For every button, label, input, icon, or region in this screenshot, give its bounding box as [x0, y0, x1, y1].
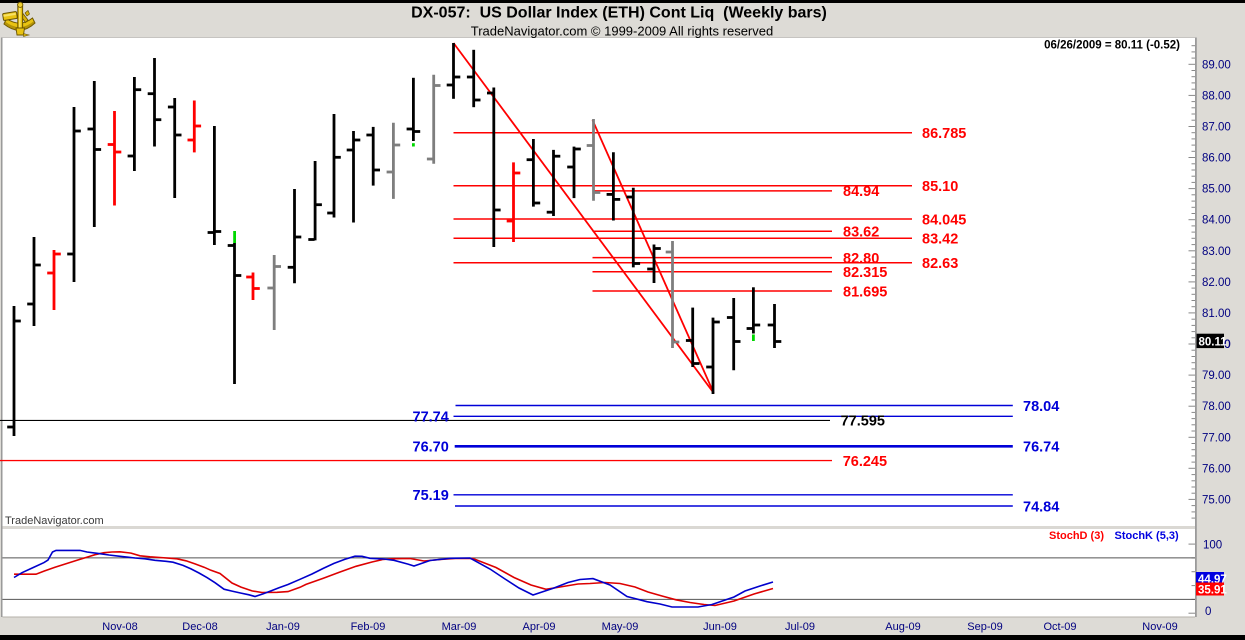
- svg-text:TradeNavigator.com © 1999-2009: TradeNavigator.com © 1999-2009 All right…: [471, 24, 773, 39]
- svg-text:86.785: 86.785: [922, 126, 966, 142]
- svg-text:Feb-09: Feb-09: [351, 621, 386, 633]
- svg-text:Aug-09: Aug-09: [885, 621, 920, 633]
- svg-text:Jan-09: Jan-09: [266, 621, 300, 633]
- svg-text:83.62: 83.62: [843, 225, 879, 241]
- svg-text:84.94: 84.94: [843, 184, 879, 200]
- svg-text:06/26/2009 = 80.11 (-0.52): 06/26/2009 = 80.11 (-0.52): [1044, 39, 1180, 51]
- svg-text:82.00: 82.00: [1202, 277, 1231, 289]
- svg-text:80.11: 80.11: [1199, 337, 1228, 349]
- svg-text:35.91: 35.91: [1198, 585, 1227, 597]
- svg-text:86.00: 86.00: [1202, 153, 1231, 165]
- svg-text:DX-057: US Dollar Index (ETH): DX-057: US Dollar Index (ETH) Cont Liq (…: [411, 5, 827, 22]
- svg-text:82.63: 82.63: [922, 256, 958, 272]
- svg-text:85.10: 85.10: [922, 179, 958, 195]
- svg-text:77.74: 77.74: [413, 410, 449, 426]
- svg-text:77.595: 77.595: [841, 414, 885, 430]
- svg-text:76.74: 76.74: [1023, 440, 1059, 456]
- svg-text:84.00: 84.00: [1202, 215, 1231, 227]
- svg-text:StochK (5,3): StochK (5,3): [1115, 530, 1180, 542]
- svg-text:Nov-08: Nov-08: [102, 621, 137, 633]
- svg-text:87.00: 87.00: [1202, 122, 1231, 134]
- svg-text:76.00: 76.00: [1202, 463, 1231, 475]
- svg-text:TradeNavigator.com: TradeNavigator.com: [5, 515, 104, 527]
- svg-text:Oct-09: Oct-09: [1043, 621, 1076, 633]
- svg-text:81.695: 81.695: [843, 284, 887, 300]
- svg-text:Sep-09: Sep-09: [967, 621, 1002, 633]
- svg-text:83.42: 83.42: [922, 232, 958, 248]
- svg-text:0: 0: [1224, 339, 1230, 351]
- svg-text:Dec-08: Dec-08: [182, 621, 217, 633]
- svg-text:0: 0: [1205, 606, 1211, 618]
- svg-text:76.245: 76.245: [843, 454, 887, 470]
- svg-text:100: 100: [1203, 540, 1222, 552]
- svg-text:76.70: 76.70: [413, 440, 449, 456]
- svg-text:StochD (3): StochD (3): [1049, 530, 1104, 542]
- svg-text:74.84: 74.84: [1023, 499, 1059, 515]
- svg-text:84.045: 84.045: [922, 212, 966, 228]
- svg-text:81.00: 81.00: [1202, 308, 1231, 320]
- svg-text:78.04: 78.04: [1023, 399, 1059, 415]
- svg-text:May-09: May-09: [602, 621, 639, 633]
- svg-text:85.00: 85.00: [1202, 184, 1231, 196]
- svg-text:Jul-09: Jul-09: [785, 621, 815, 633]
- svg-text:Mar-09: Mar-09: [442, 621, 477, 633]
- svg-text:75.00: 75.00: [1202, 494, 1231, 506]
- svg-text:82.315: 82.315: [843, 265, 887, 281]
- svg-text:77.00: 77.00: [1202, 432, 1231, 444]
- svg-text:Nov-09: Nov-09: [1142, 621, 1177, 633]
- svg-text:83.00: 83.00: [1202, 246, 1231, 258]
- svg-text:89.00: 89.00: [1202, 59, 1231, 71]
- svg-text:75.19: 75.19: [413, 488, 449, 504]
- svg-text:88.00: 88.00: [1202, 90, 1231, 102]
- svg-text:Jun-09: Jun-09: [703, 621, 737, 633]
- svg-text:78.00: 78.00: [1202, 401, 1231, 413]
- svg-text:82.80: 82.80: [843, 251, 879, 267]
- svg-text:79.00: 79.00: [1202, 370, 1231, 382]
- svg-text:Apr-09: Apr-09: [522, 621, 555, 633]
